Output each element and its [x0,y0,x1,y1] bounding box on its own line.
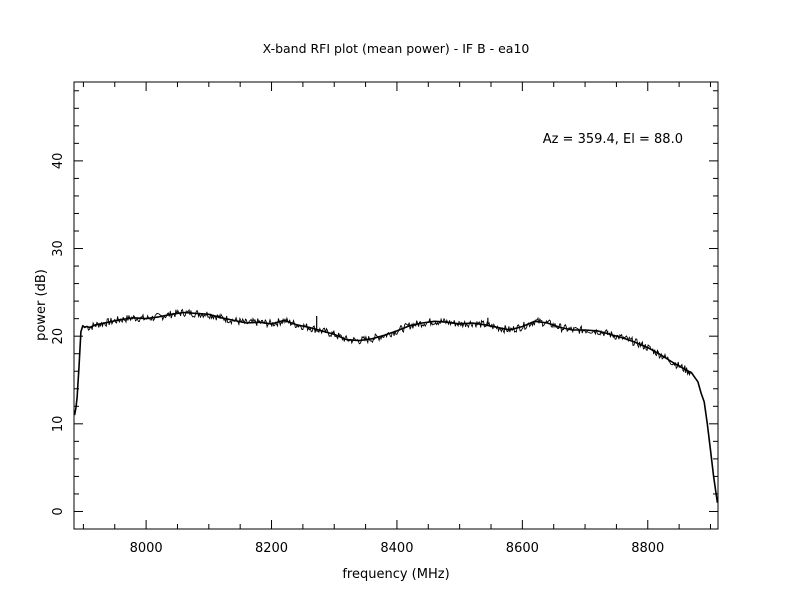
x-tick-label: 8200 [255,541,288,556]
x-tick-label: 8000 [130,541,163,556]
plot-annotation: Az = 359.4, El = 88.0 [543,132,683,147]
x-tick-label: 8400 [380,541,413,556]
series-line [73,311,719,503]
y-tick-label: 10 [51,416,66,433]
chart-title: X-band RFI plot (mean power) - IF B - ea… [263,41,530,56]
axis-ticks [74,82,718,530]
y-tick-label: 20 [51,328,66,345]
plot-frame [73,81,719,530]
y-tick-labels: 0 10 20 30 40 [51,153,66,516]
x-tick-label: 8800 [631,541,664,556]
y-tick-label: 0 [51,507,66,515]
series-noise-trace [86,308,692,377]
series-spikes [316,316,609,334]
y-tick-label: 40 [51,153,66,170]
x-axis-label: frequency (MHz) [342,567,449,582]
series-noise [86,308,692,377]
y-tick-label: 30 [51,240,66,257]
x-tick-label: 8600 [506,541,539,556]
x-tick-labels: 8000 8200 8400 8600 8800 [130,541,665,556]
y-axis-label: power (dB) [34,269,49,341]
